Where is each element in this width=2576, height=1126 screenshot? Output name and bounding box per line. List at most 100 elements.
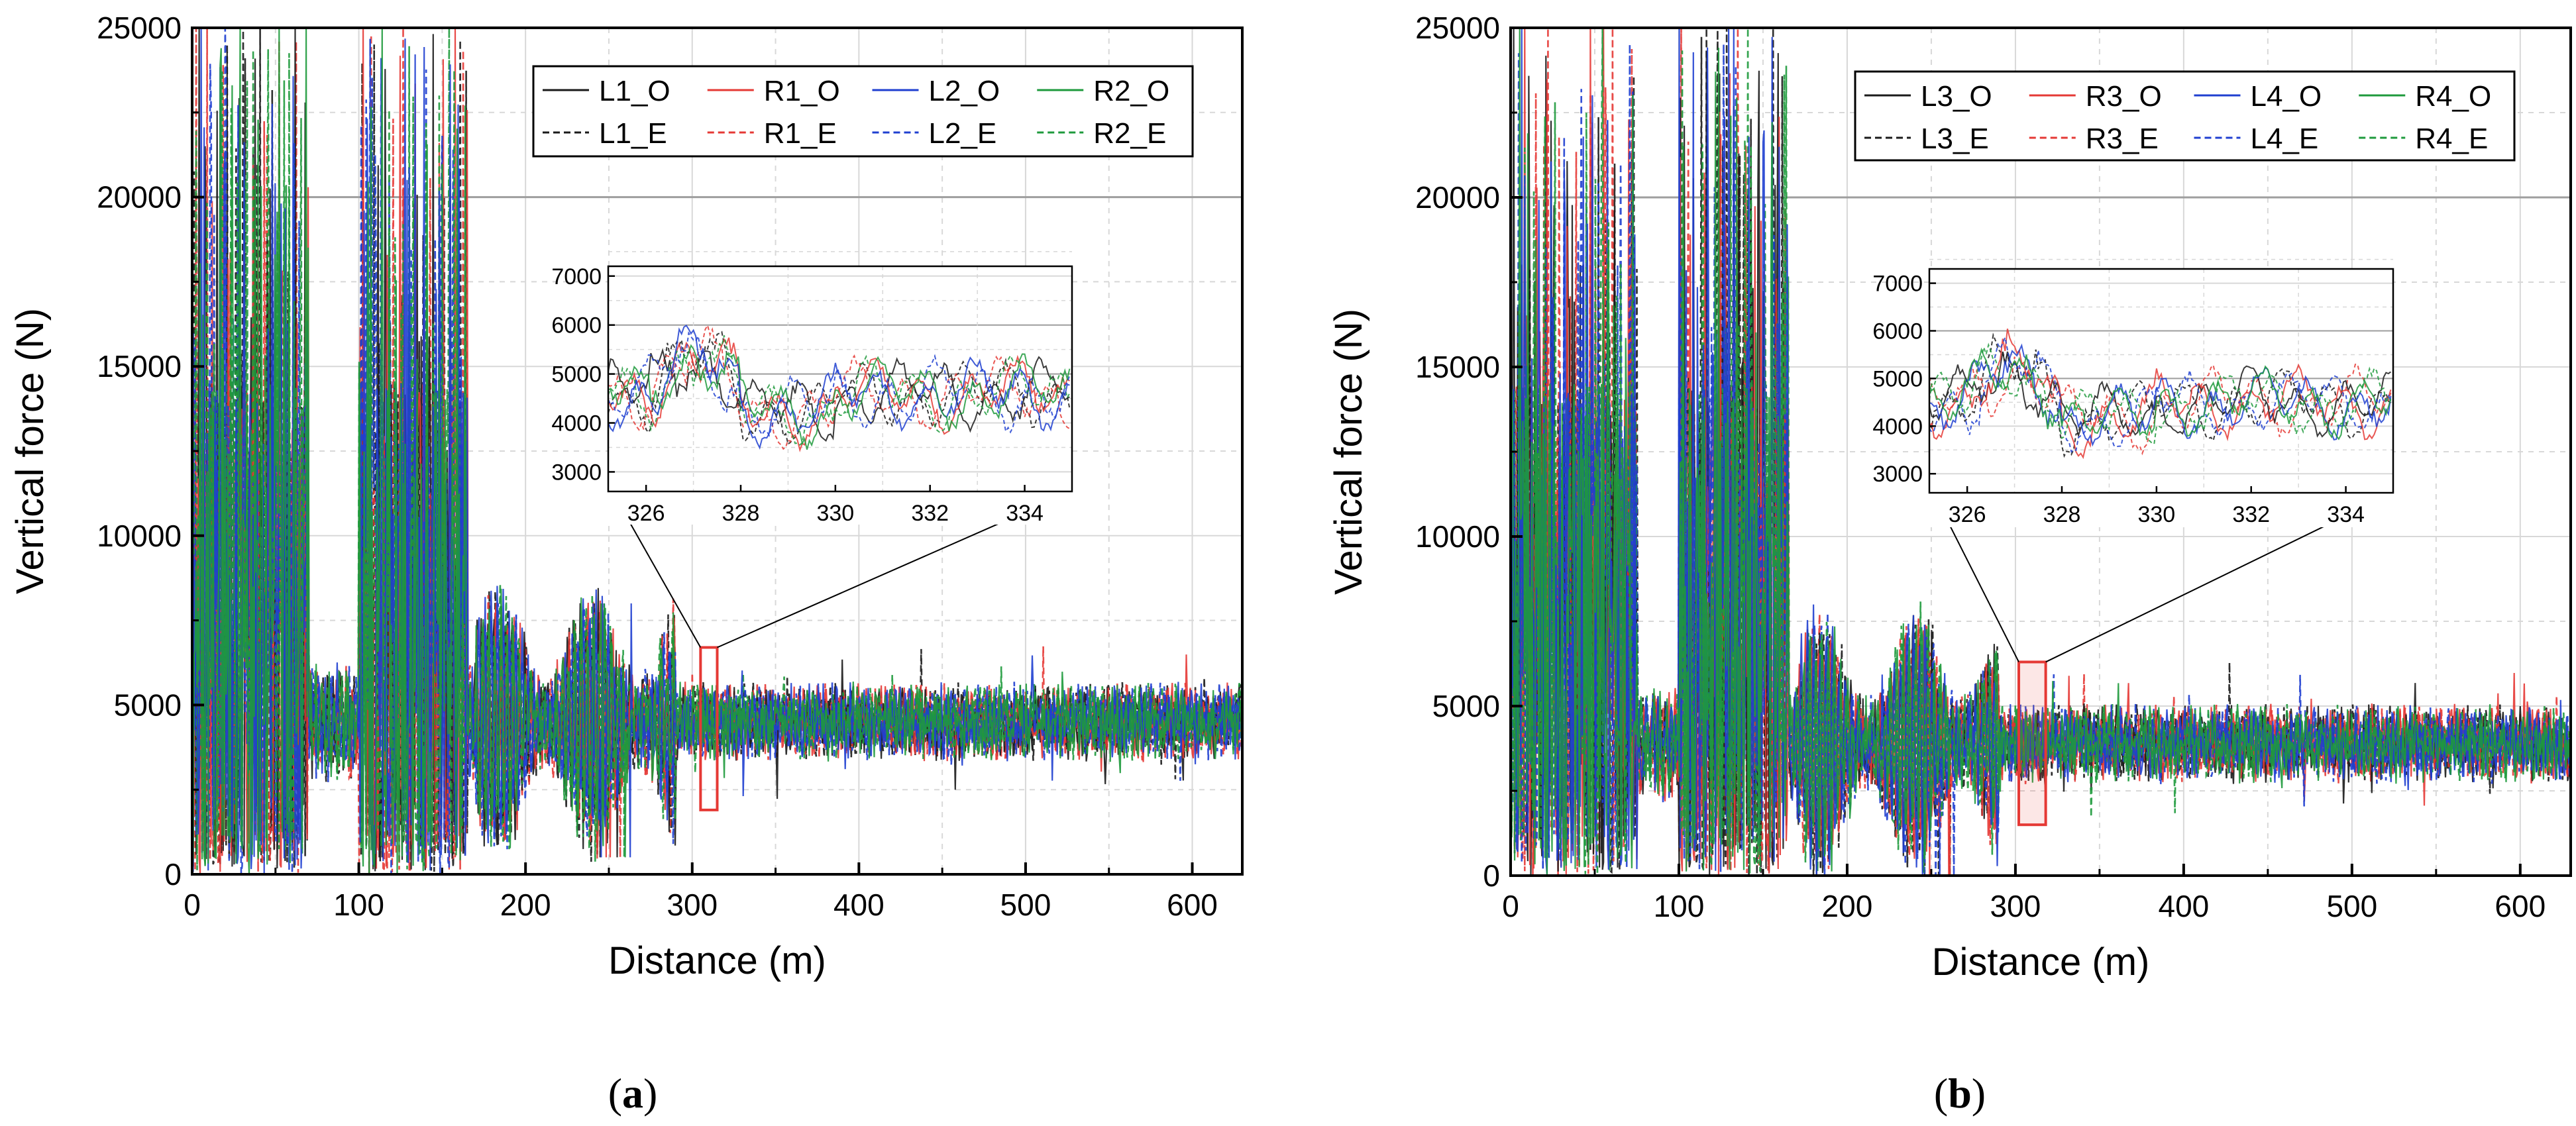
- panel-label-b: (b): [1934, 1070, 1986, 1117]
- inset-x-tick-label: 326: [1949, 502, 1986, 527]
- inset-y-tick-label: 7000: [551, 264, 602, 289]
- inset-y-tick-label: 6000: [551, 313, 602, 338]
- inset-series-line-L2_E: [608, 331, 1071, 437]
- legend-entry-R2_O: R2_O: [1093, 75, 1169, 107]
- y-axis-title: Vertical force (N): [1327, 309, 1370, 595]
- inset-y-tick-label: 6000: [1872, 319, 1923, 344]
- y-tick-label: 0: [1483, 858, 1500, 893]
- y-tick-label: 5000: [114, 688, 182, 722]
- inset-x-tick-label: 330: [816, 501, 854, 526]
- inset-series-line-L1_E: [608, 331, 1071, 445]
- x-tick-label: 500: [2326, 889, 2377, 923]
- x-tick-label: 400: [833, 888, 885, 922]
- series-line-R4_O: [1511, 28, 2571, 876]
- panel-label-a: (a): [608, 1070, 658, 1117]
- legend-box: [1854, 70, 2516, 162]
- inset-y-tick-label: 3000: [551, 460, 602, 485]
- legend: L3_O R3_O L4_O R4_O L3_E R3_E L4_E R4_E: [1854, 70, 2516, 162]
- legend-entry-L3_O: L3_O: [1921, 80, 1992, 113]
- y-tick-label: 25000: [1415, 11, 1500, 45]
- y-axis: 0 5000 10000 15000 20000 25000 Vertical force …: [1327, 11, 1523, 893]
- inset-series-group: [608, 323, 1071, 452]
- inset-chart: 326 328 330 332 334 3000 4000 5000 6000 7000: [1872, 258, 2394, 527]
- inset-frame: [607, 265, 1073, 493]
- chart-a: 0 100 200 300 400 500 600 Distance (m) 0 5000 1000…: [9, 11, 1244, 982]
- y-tick-label: 0: [164, 857, 182, 892]
- inset-series-line-L2_O: [608, 325, 1070, 450]
- legend-entry-L4_E: L4_E: [2251, 123, 2319, 155]
- inset-series-line-L1_O: [608, 348, 1070, 442]
- x-tick-label: 400: [2158, 889, 2209, 923]
- inset-series-line-R2_O: [608, 344, 1071, 450]
- legend-entry-L3_E: L3_E: [1921, 123, 1989, 155]
- legend-entry-L2_O: L2_O: [929, 75, 1000, 107]
- x-axis: 0 100 200 300 400 500 600 Distance (m): [184, 862, 1218, 982]
- x-axis-title: Distance (m): [608, 939, 826, 982]
- inset-y-tick-label: 5000: [551, 362, 602, 387]
- zoom-region-box: [2017, 660, 2047, 827]
- y-axis: 0 5000 10000 15000 20000 25000 Vertical force …: [9, 11, 204, 892]
- y-axis-title: Vertical force (N): [9, 308, 52, 594]
- y-tick-label: 10000: [1415, 519, 1500, 554]
- series-group: [1511, 28, 2571, 876]
- x-tick-label: 100: [333, 888, 384, 922]
- y-tick-label: 20000: [97, 180, 182, 215]
- inset-x-tick-label: 328: [722, 501, 760, 526]
- x-axis-title: Distance (m): [1932, 941, 2150, 984]
- legend-entry-R3_E: R3_E: [2086, 123, 2159, 155]
- y-tick-label: 25000: [97, 11, 182, 45]
- legend-entry-L1_O: L1_O: [599, 75, 671, 107]
- x-axis: 0 100 200 300 400 500 600 Distance (m): [1502, 864, 2546, 984]
- legend-entry-R2_E: R2_E: [1093, 117, 1166, 150]
- inset-series-line-R1_O: [608, 337, 1071, 452]
- chart-b: 0 100 200 300 400 500 600 Distance (m) 0 5000 1000…: [1327, 11, 2572, 984]
- inset-x-tick-label: 332: [911, 501, 949, 526]
- inset-y-tick-label: 5000: [1872, 366, 1923, 391]
- inset-y-tick-label: 4000: [1872, 414, 1923, 439]
- legend-entry-R3_O: R3_O: [2086, 80, 2162, 113]
- zoom-region-box: [699, 646, 719, 811]
- legend-entry-R1_O: R1_O: [764, 75, 840, 107]
- x-tick-label: 100: [1654, 889, 1705, 923]
- inset-x-tick-label: 330: [2137, 502, 2175, 527]
- inset-x-tick-label: 334: [2327, 502, 2365, 527]
- x-tick-label: 600: [1167, 888, 1218, 922]
- inset-chart: 326 328 330 332 334 3000 4000 5000 6000 7000: [551, 251, 1073, 526]
- legend-entry-R1_E: R1_E: [764, 117, 837, 150]
- inset-x-tick-label: 334: [1006, 501, 1044, 526]
- inset-y-tick-label: 7000: [1872, 272, 1923, 297]
- legend: L1_O R1_O L2_O R2_O L1_E R1_E L2_E R2_E: [532, 65, 1194, 158]
- x-tick-label: 0: [1502, 889, 1519, 923]
- legend-entry-L2_E: L2_E: [929, 117, 997, 150]
- inset-series-line-R2_E: [608, 335, 1071, 446]
- legend-entry-R4_E: R4_E: [2415, 123, 2488, 155]
- x-tick-label: 200: [500, 888, 551, 922]
- y-tick-label: 20000: [1415, 180, 1500, 215]
- inset-series-group: [1929, 329, 2392, 460]
- inset-x-tick-label: 328: [2043, 502, 2081, 527]
- y-tick-label: 15000: [97, 349, 182, 384]
- inset-series-line-L3_E: [1929, 333, 2392, 458]
- inset-series-line-R4_O: [1929, 347, 2392, 440]
- y-tick-label: 10000: [97, 519, 182, 553]
- x-tick-label: 200: [1822, 889, 1873, 923]
- y-tick-label: 5000: [1432, 689, 1500, 723]
- inset-x-tick-label: 332: [2232, 502, 2270, 527]
- y-tick-label: 15000: [1415, 350, 1500, 384]
- inset-series-line-R3_O: [1929, 329, 2392, 460]
- legend-entry-R4_O: R4_O: [2415, 80, 2491, 113]
- inset-x-tick-label: 326: [627, 501, 665, 526]
- inset-y-tick-label: 4000: [551, 411, 602, 436]
- legend-entry-L1_E: L1_E: [599, 117, 667, 150]
- inset-series-line-L4_O: [1929, 343, 2392, 447]
- inset-series-line-L4_E: [1929, 335, 2392, 453]
- inset-y-tick-label: 3000: [1872, 462, 1923, 487]
- x-tick-label: 500: [1000, 888, 1051, 922]
- legend-box: [532, 65, 1194, 158]
- x-tick-label: 600: [2495, 889, 2546, 923]
- x-tick-label: 300: [1990, 889, 2041, 923]
- inset-series-line-R4_E: [1929, 342, 2392, 445]
- x-tick-label: 0: [184, 888, 201, 922]
- x-tick-label: 300: [667, 888, 718, 922]
